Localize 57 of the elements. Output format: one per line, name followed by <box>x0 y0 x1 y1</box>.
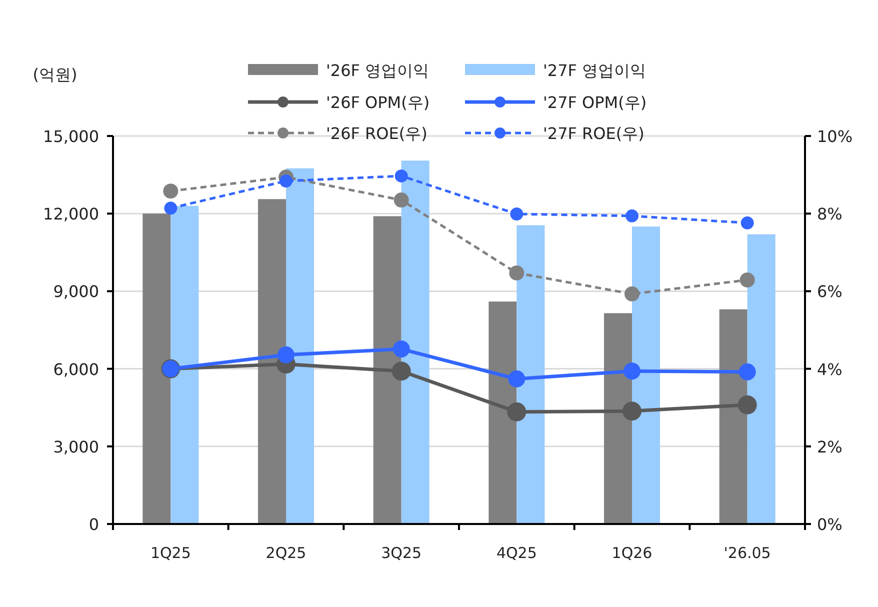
legend-label: '26F OPM(우) <box>326 93 430 112</box>
y2-tick-label: 2% <box>817 437 842 456</box>
y2-tick-label: 4% <box>817 360 842 379</box>
y-tick-label: 3,000 <box>53 437 99 456</box>
bar <box>719 309 748 524</box>
point <box>622 402 642 421</box>
point <box>163 184 178 199</box>
point <box>280 174 292 188</box>
point <box>392 362 411 381</box>
point <box>507 402 526 422</box>
y2-tick-label: 6% <box>817 282 842 302</box>
legend-label: '27F 영업이익 <box>543 61 646 80</box>
legend-label: '26F ROE(우) <box>326 124 428 143</box>
y2-tick-label: 8% <box>817 204 842 224</box>
x-tick-label: 3Q25 <box>381 544 422 562</box>
bar <box>170 206 199 524</box>
y-tick-label: 0 <box>88 515 99 534</box>
point <box>738 363 756 380</box>
point <box>624 362 640 380</box>
point <box>392 340 410 358</box>
point <box>626 209 638 222</box>
bar <box>258 199 286 524</box>
point <box>509 265 524 280</box>
point <box>624 286 640 302</box>
y-tick-label: 12,000 <box>43 204 99 224</box>
legend-label: '26F 영업이익 <box>326 61 430 80</box>
x-tick-label: 1Q26 <box>612 544 652 562</box>
y-axis-title: (억원) <box>32 65 78 84</box>
bar <box>747 234 776 524</box>
point <box>278 346 294 364</box>
bar <box>632 226 660 524</box>
bar <box>488 302 517 524</box>
bar <box>516 225 545 524</box>
bar <box>401 160 430 524</box>
legend-label: '27F OPM(우) <box>543 93 647 112</box>
point <box>394 169 408 182</box>
bar <box>286 168 314 524</box>
y-tick-label: 6,000 <box>53 360 99 379</box>
point <box>738 395 757 414</box>
point <box>740 216 754 230</box>
bar <box>373 216 402 524</box>
point <box>508 370 526 388</box>
x-tick-label: 4Q25 <box>496 544 537 562</box>
bar <box>604 313 632 524</box>
point <box>740 272 755 288</box>
point <box>510 207 524 220</box>
bar <box>142 214 171 524</box>
x-tick-label: '26.05 <box>724 544 771 562</box>
point <box>164 202 178 215</box>
legend-label: '27F ROE(우) <box>543 124 644 143</box>
x-tick-label: 1Q25 <box>150 544 191 562</box>
y-tick-label: 15,000 <box>43 127 99 146</box>
y2-tick-label: 0% <box>817 515 842 534</box>
point <box>394 192 409 208</box>
y2-tick-label: 10% <box>817 127 853 146</box>
y-tick-label: 9,000 <box>53 282 99 302</box>
x-tick-label: 2Q25 <box>266 544 306 562</box>
